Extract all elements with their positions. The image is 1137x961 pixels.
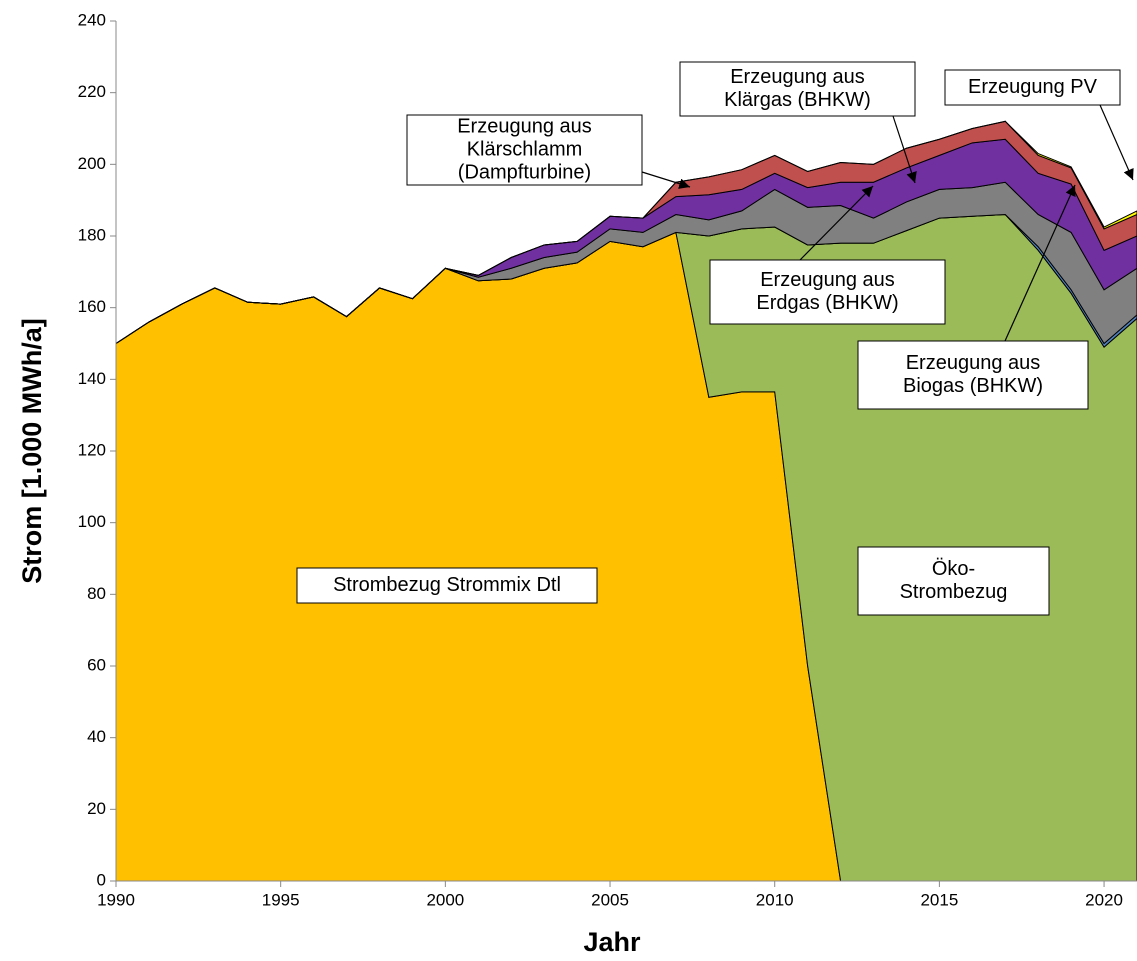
annotation-arrow — [1099, 104, 1134, 181]
y-tick-label: 240 — [78, 10, 106, 29]
y-tick-label: 160 — [78, 297, 106, 316]
x-tick-label: 2020 — [1085, 890, 1123, 909]
y-tick-label: 0 — [97, 870, 106, 889]
annotation-box — [709, 259, 946, 325]
annotation-text: Strombezug Strommix Dtl — [333, 574, 561, 596]
annotation-arrow — [1004, 184, 1076, 342]
annotation-text: Biogas (BHKW) — [903, 375, 1043, 397]
x-tick-label: 1990 — [97, 890, 135, 909]
annotation-text: Erdgas (BHKW) — [756, 292, 898, 314]
annotation-arrow — [641, 171, 691, 189]
annotation-text: Erzeugung aus — [730, 66, 865, 88]
annotation-box — [296, 567, 598, 604]
y-axis-label: Strom [1.000 MWh/a] — [17, 318, 47, 584]
annotation-text: Erzeugung aus — [906, 352, 1041, 374]
y-tick-label: 220 — [78, 82, 106, 101]
x-tick-label: 2005 — [591, 890, 629, 909]
y-tick-label: 120 — [78, 440, 106, 459]
annotation-text: Erzeugung PV — [968, 76, 1098, 98]
y-tick-label: 20 — [87, 799, 106, 818]
annotation-box — [857, 546, 1050, 616]
y-tick-label: 140 — [78, 369, 106, 388]
x-axis-label: Jahr — [583, 927, 641, 957]
y-tick-label: 60 — [87, 655, 106, 674]
annotation-text: Klärgas (BHKW) — [724, 89, 871, 111]
annotation-arrow — [892, 115, 917, 184]
annotation-box — [944, 69, 1121, 106]
annotation-text: Öko- — [932, 558, 975, 580]
area — [115, 120, 1137, 344]
annotation-text: Strombezug — [900, 581, 1008, 603]
x-tick-label: 2000 — [426, 890, 464, 909]
annotation-text: (Dampfturbine) — [458, 161, 591, 183]
annotation-box — [857, 340, 1089, 410]
y-tick-label: 80 — [87, 584, 106, 603]
annotation-arrow — [799, 185, 874, 261]
annotation-box — [679, 61, 916, 117]
y-tick-label: 200 — [78, 154, 106, 173]
annotation-text: Klärschlamm — [467, 138, 583, 160]
y-tick-label: 40 — [87, 727, 106, 746]
annotation-text: Erzeugung aus — [457, 115, 592, 137]
y-tick-label: 180 — [78, 225, 106, 244]
x-tick-label: 2010 — [756, 890, 794, 909]
x-tick-label: 2015 — [920, 890, 958, 909]
annotation-box — [406, 114, 643, 186]
annotation-text: Erzeugung aus — [760, 269, 895, 291]
y-tick-label: 100 — [78, 512, 106, 531]
x-tick-label: 1995 — [262, 890, 300, 909]
